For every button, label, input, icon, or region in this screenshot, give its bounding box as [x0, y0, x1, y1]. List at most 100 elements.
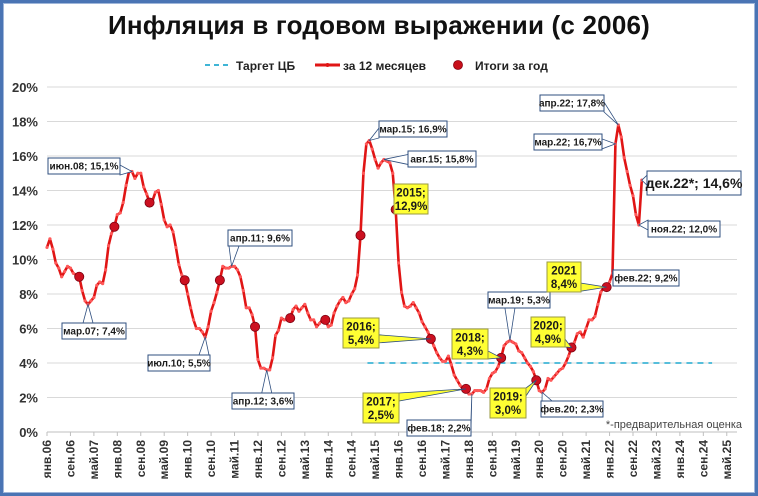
line-marker [273, 333, 278, 337]
line-marker [426, 330, 430, 334]
callout-box [546, 261, 582, 293]
y-tick-label: 14% [12, 184, 38, 199]
line-marker [520, 351, 524, 355]
callout-text: 12,9% [395, 201, 428, 213]
line-marker [124, 183, 128, 187]
callout-text: июл.10; 5,5% [147, 359, 211, 370]
line-marker [215, 290, 219, 294]
line-marker [206, 325, 210, 329]
callout: фев.22; 9,2% [612, 268, 680, 287]
y-tick-label: 8% [19, 287, 38, 302]
callout-text: фев.22; 9,2% [614, 273, 677, 285]
line-marker [341, 295, 345, 300]
callout-box [362, 392, 400, 424]
line-marker [552, 375, 556, 379]
line-marker [306, 311, 310, 315]
callout-text: июн.08; 15,1% [49, 162, 118, 173]
callout-text: 2020; [533, 320, 562, 332]
line-marker [57, 266, 61, 270]
callout-box [540, 400, 604, 418]
callout-text: мар.15; 16,9% [379, 125, 446, 136]
line-marker [350, 292, 354, 296]
x-tick-label: сен.24 [696, 440, 710, 478]
x-tick-label: сен.22 [626, 440, 640, 478]
annual-dot [144, 197, 155, 208]
callout-text: 2019; [493, 391, 522, 403]
x-tick-label: сен.10 [204, 440, 218, 478]
footnote: *-предварительная оценка [606, 419, 743, 431]
x-tick-label: янв.18 [462, 440, 476, 479]
line-marker [165, 225, 169, 229]
x-tick-label: янв.12 [251, 440, 265, 479]
x-tick-label: янв.06 [40, 440, 54, 479]
callout-leader [525, 379, 537, 398]
line-marker [546, 376, 550, 381]
callout-text: дек.22*; 14,6% [646, 175, 743, 191]
line-marker [54, 261, 58, 265]
x-tick-label: май.25 [720, 440, 734, 480]
line-marker [309, 318, 313, 322]
line-marker [194, 326, 199, 331]
x-tick-label: янв.24 [673, 440, 687, 479]
line-marker [326, 325, 330, 329]
line-marker [505, 340, 509, 344]
legend-line-label: за 12 месяцев [343, 59, 426, 73]
line-marker [411, 301, 415, 305]
line-marker [68, 266, 73, 270]
annual-dot [109, 221, 120, 232]
line-marker [476, 389, 480, 393]
callout-box [147, 354, 211, 372]
annual-dot [285, 313, 296, 324]
line-marker [48, 237, 52, 241]
callout: дек.22*; 14,6% [641, 170, 743, 196]
legend: Таргет ЦБ за 12 месяцев Итоги за год [205, 59, 548, 73]
callout-box [231, 392, 295, 410]
line-marker [104, 268, 108, 272]
line-marker [405, 306, 409, 310]
callout-leader [368, 126, 380, 142]
annual-dot [179, 275, 190, 286]
line-marker [188, 306, 193, 310]
line-marker [232, 264, 237, 268]
line-marker [174, 245, 178, 250]
callout-box [646, 170, 742, 196]
line-marker [145, 192, 149, 196]
x-tick-label: май.07 [87, 440, 101, 480]
line-marker [92, 295, 96, 300]
callout-text: 2015; [396, 187, 425, 199]
line-marker [481, 390, 486, 394]
callout-box [647, 220, 721, 238]
y-tick-label: 0% [19, 425, 38, 440]
line-marker [60, 275, 64, 279]
line-marker [443, 359, 448, 363]
line-marker [537, 389, 541, 393]
line-marker [241, 288, 245, 293]
x-tick-label: сен.12 [274, 440, 288, 478]
line-marker [531, 370, 535, 374]
x-tick-label: сен.06 [63, 440, 77, 478]
callout-box [451, 328, 489, 360]
callout-box [489, 387, 527, 419]
line-marker [514, 342, 518, 346]
legend-dot-icon [453, 60, 463, 70]
callout-leader [261, 369, 273, 394]
annual-dot [250, 321, 261, 332]
line-marker [402, 304, 407, 308]
line-marker [139, 171, 143, 175]
x-axis: янв.06 сен.06 май.07 янв.08 сен.08 май.09 янв.… [40, 431, 737, 480]
line-marker [186, 292, 190, 296]
line-marker [95, 283, 99, 287]
callout: фев.20; 2,3% [540, 391, 604, 418]
line-marker [259, 366, 263, 370]
line-marker [435, 351, 439, 355]
callout-box [407, 150, 477, 168]
callout-text: 5,4% [348, 335, 374, 347]
line-marker [62, 269, 67, 274]
line-marker [312, 318, 316, 322]
callout: апр.22; 17,8% [539, 94, 619, 126]
line-marker [338, 299, 342, 303]
annual-dot [355, 230, 366, 241]
line-marker [106, 244, 111, 248]
callout-text: апр.12; 3,6% [233, 397, 294, 408]
